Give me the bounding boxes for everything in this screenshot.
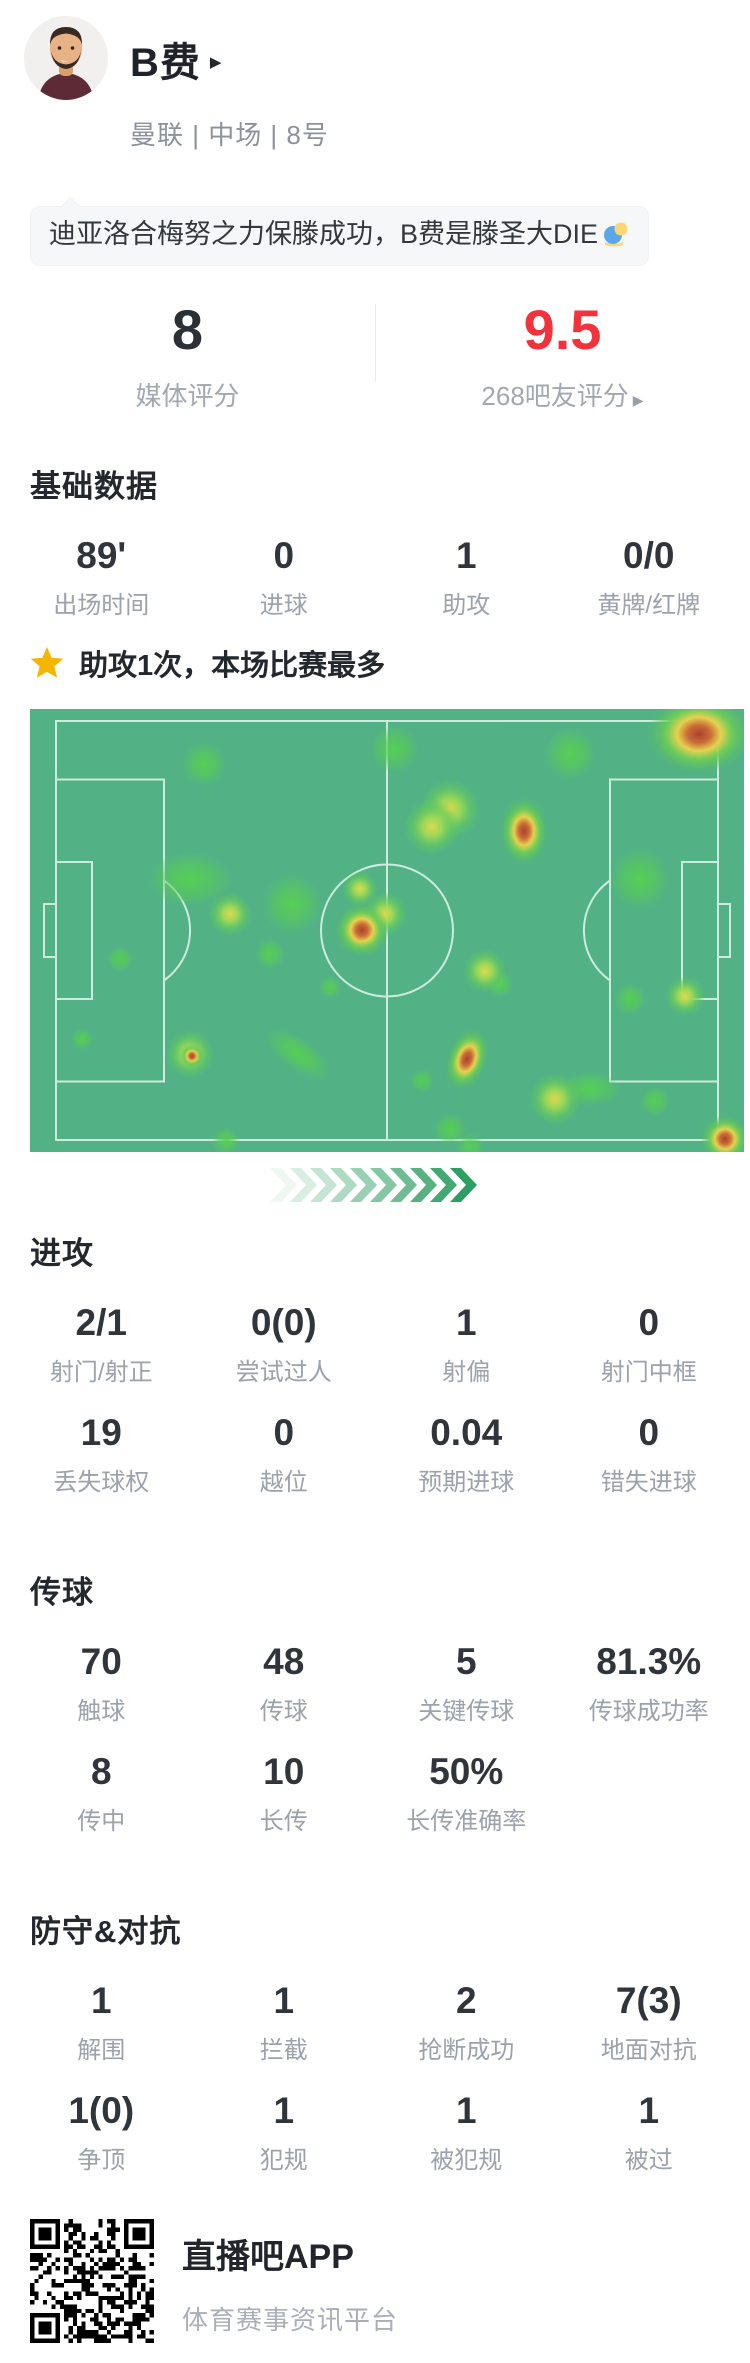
stat-aerial-duels: 1(0) 争顶 bbox=[68, 2090, 135, 2175]
stat-offsides: 0 越位 bbox=[259, 1412, 308, 1497]
stat-minutes: 89' 出场时间 bbox=[53, 535, 150, 620]
player-header: B费 ▶ 曼联 | 中场 | 8号 bbox=[0, 0, 750, 170]
player-name-link[interactable]: B费 ▶ bbox=[130, 30, 720, 88]
stat-possession-lost: 19 丢失球权 bbox=[53, 1412, 150, 1497]
stat-was-fouled: 1 被犯规 bbox=[430, 2090, 503, 2175]
section-title-defense: 防守&对抗 bbox=[30, 1914, 182, 1949]
stat-dribbled-past: 1 被过 bbox=[624, 2090, 673, 2175]
stat-big-chances-missed: 0 错失进球 bbox=[600, 1412, 697, 1497]
qr-code bbox=[30, 2219, 154, 2343]
app-footer: 直播吧APP 体育赛事资讯平台 bbox=[30, 2219, 720, 2363]
chevron-separator bbox=[0, 1168, 750, 1202]
media-rating-label: 媒体评分 bbox=[135, 381, 240, 411]
comment-text: 迪亚洛合梅努之力保滕成功，B费是滕圣大DIE bbox=[49, 219, 599, 249]
player-name: B费 bbox=[130, 41, 201, 85]
stat-passes: 48 传球 bbox=[259, 1641, 308, 1726]
fans-rating-label[interactable]: 268吧友评分 ▶ bbox=[481, 381, 644, 411]
app-tagline: 体育赛事资讯平台 bbox=[182, 2305, 399, 2335]
highlight-text: 助攻1次，本场比赛最多 bbox=[79, 650, 386, 682]
media-rating-value: 8 bbox=[171, 298, 204, 361]
stat-shots-off-target: 1 射偏 bbox=[442, 1302, 491, 1387]
stat-tackles-won: 2 抢断成功 bbox=[418, 1980, 515, 2065]
highlight-row: 助攻1次，本场比赛最多 bbox=[30, 642, 720, 684]
player-meta: 曼联 | 中场 | 8号 bbox=[130, 120, 329, 150]
stat-dribbles: 0(0) 尝试过人 bbox=[235, 1302, 332, 1387]
attack-stats-grid: 2/1 射门/射正 0(0) 尝试过人 1 射偏 0 射门中框 19 丢失球权 … bbox=[10, 1303, 740, 1497]
chevron-right-icon: ▶ bbox=[209, 54, 222, 71]
player-photo bbox=[24, 16, 108, 100]
defense-stats-grid: 1 解围 1 拦截 2 抢断成功 7(3) 地面对抗 1(0) 争顶 1 犯规 … bbox=[10, 1981, 740, 2175]
stat-assists: 1 助攻 bbox=[442, 535, 491, 620]
player-avatar[interactable] bbox=[24, 16, 108, 100]
stat-fouls: 1 犯规 bbox=[259, 2090, 308, 2175]
heat-blobs bbox=[71, 709, 744, 1152]
section-title-passing: 传球 bbox=[30, 1575, 94, 1610]
comment-banner: 迪亚洛合梅努之力保滕成功，B费是滕圣大DIE bbox=[30, 206, 650, 266]
fans-rating-value: 9.5 bbox=[523, 298, 602, 361]
bow-emoji bbox=[602, 219, 630, 253]
star-icon bbox=[30, 646, 64, 678]
media-rating: 8 媒体评分 bbox=[0, 300, 375, 413]
passing-stats-grid: 70 触球 48 传球 5 关键传球 81.3% 传球成功率 8 传中 10 长… bbox=[10, 1642, 740, 1836]
stat-pass-accuracy: 81.3% 传球成功率 bbox=[588, 1641, 709, 1726]
section-title-basic: 基础数据 bbox=[30, 469, 158, 504]
stat-shots-woodwork: 0 射门中框 bbox=[600, 1302, 697, 1387]
ratings-divider bbox=[375, 304, 376, 382]
stat-cards: 0/0 黄牌/红牌 bbox=[597, 535, 701, 620]
ratings-row: 8 媒体评分 9.5 268吧友评分 ▶ bbox=[0, 286, 750, 423]
chevron-right-icon: ▶ bbox=[632, 392, 644, 408]
stat-interceptions: 1 拦截 bbox=[259, 1980, 308, 2065]
stat-touches: 70 触球 bbox=[77, 1641, 126, 1726]
fans-rating[interactable]: 9.5 268吧友评分 ▶ bbox=[375, 300, 750, 413]
app-name: 直播吧APP bbox=[182, 2238, 354, 2276]
stat-crosses: 8 传中 bbox=[77, 1751, 126, 1836]
stat-expected-goals: 0.04 预期进球 bbox=[418, 1412, 515, 1497]
section-title-attack: 进攻 bbox=[30, 1236, 94, 1271]
position-heatmap bbox=[30, 709, 744, 1152]
stat-long-ball-accuracy: 50% 长传准确率 bbox=[406, 1751, 527, 1836]
stat-goals: 0 进球 bbox=[259, 535, 308, 620]
stat-long-balls: 10 长传 bbox=[259, 1751, 308, 1836]
stat-clearances: 1 解围 bbox=[77, 1980, 126, 2065]
basic-stats-grid: 89' 出场时间 0 进球 1 助攻 0/0 黄牌/红牌 bbox=[10, 536, 740, 620]
stat-shots: 2/1 射门/射正 bbox=[49, 1302, 153, 1387]
stat-ground-duels: 7(3) 地面对抗 bbox=[600, 1980, 697, 2065]
stat-key-passes: 5 关键传球 bbox=[418, 1641, 515, 1726]
